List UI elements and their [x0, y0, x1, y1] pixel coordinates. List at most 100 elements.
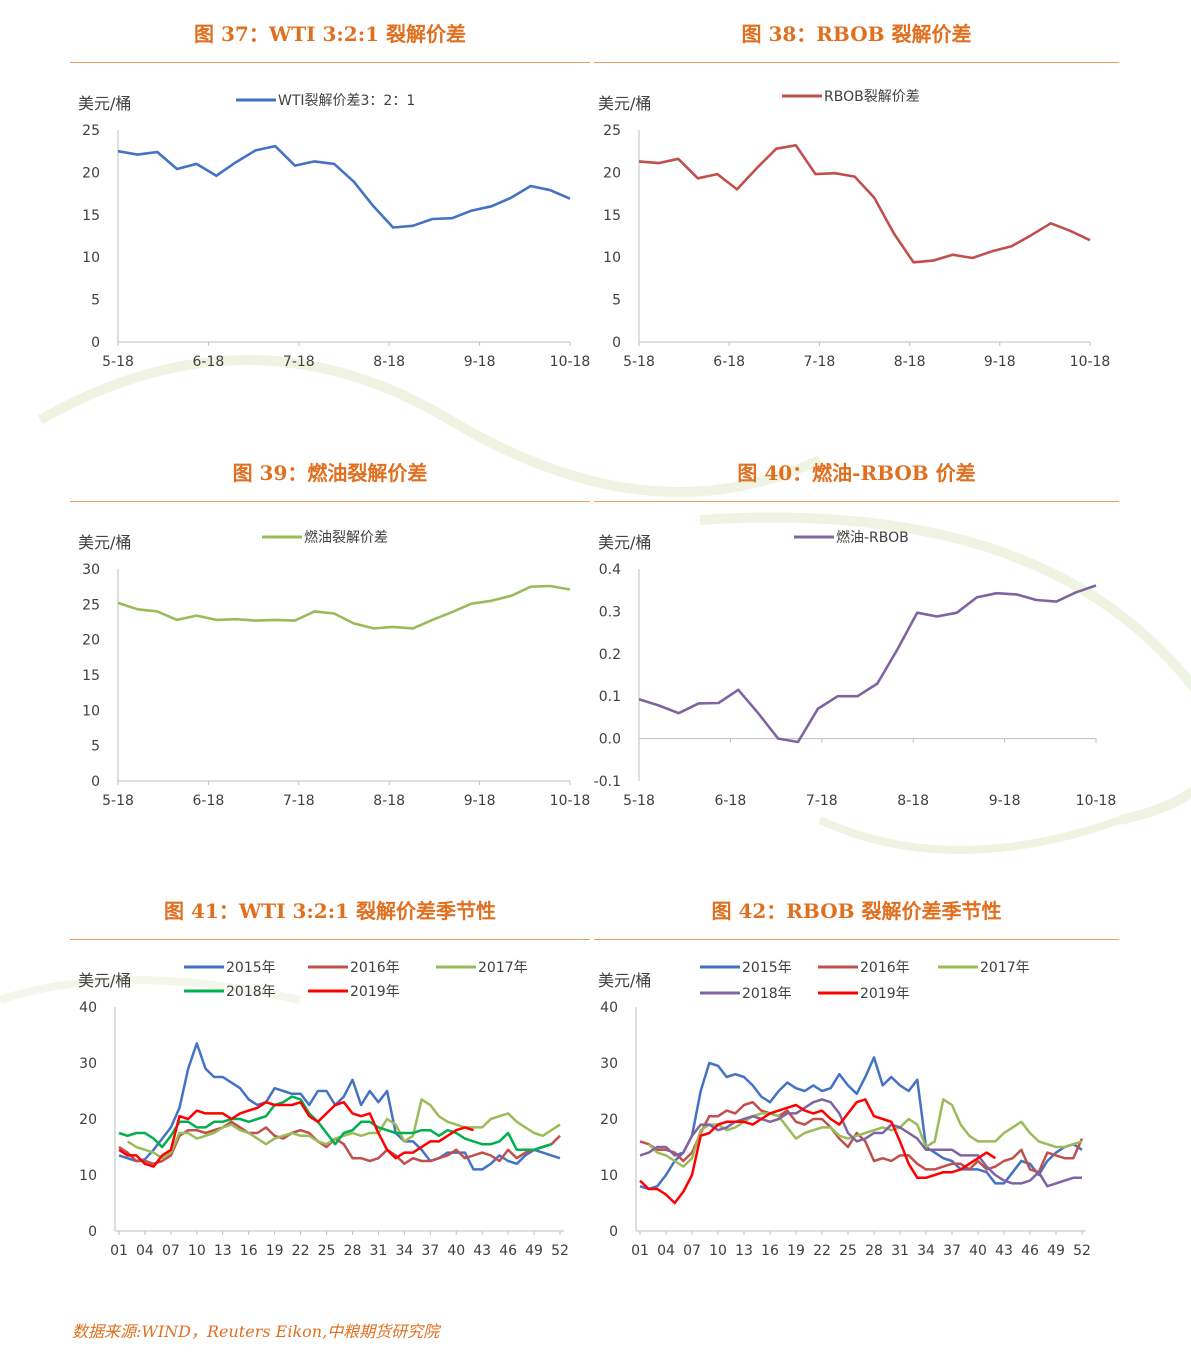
- series-line: [118, 1042, 561, 1171]
- legend-label: 2016年: [350, 960, 400, 976]
- chart-panel-37: 图 37：WTI 3:2:1 裂解价差 美元/桶 0 5 10 15 20 25 5-18 6…: [70, 18, 590, 398]
- chart-panel-39: 图 39：燃油裂解价差 美元/桶 0 5 10 15 20 25 30 5-18 6-18 7-1…: [70, 457, 590, 837]
- x-tick-label: 13: [214, 1243, 232, 1259]
- legend-label: 2016年: [860, 960, 910, 976]
- chart-panel-40: 图 40：燃油-RBOB 价差 美元/桶 -0.1 0.0 0.1 0.2 0.3 0.4…: [594, 457, 1119, 837]
- legend-label: 2019年: [860, 986, 910, 1002]
- line-chart: -0.1 0.0 0.1 0.2 0.3 0.4 5-18 6-18 7-18 8-18 9-18 1…: [594, 529, 1117, 809]
- y-tick-label: 5: [612, 293, 621, 309]
- y-tick-label: 25: [82, 597, 100, 613]
- x-tick-label: 9-18: [464, 354, 496, 370]
- series-line: [639, 1100, 1084, 1174]
- title-divider: [70, 501, 590, 502]
- line-chart: 0 5 10 15 20 25 30 5-18 6-18 7-18 8-18 9-18 10-18 燃油裂…: [82, 529, 590, 809]
- x-tick-label: 7-18: [804, 354, 836, 370]
- x-tick-label: 43: [473, 1243, 491, 1259]
- x-tick-label: 37: [943, 1243, 961, 1259]
- x-tick-label: 37: [421, 1243, 439, 1259]
- legend-label: 2015年: [226, 960, 276, 976]
- y-tick-label: 20: [600, 1112, 618, 1128]
- series-line: [117, 144, 571, 229]
- x-tick-label: 7-18: [283, 793, 315, 809]
- x-tick-label: 10-18: [550, 354, 590, 370]
- chart-title: 图 38：RBOB 裂解价差: [741, 22, 972, 46]
- x-tick-label: 7-18: [806, 793, 838, 809]
- y-tick-label: -0.1: [594, 774, 621, 790]
- series-line: [639, 1056, 1083, 1191]
- line-chart: 0 10 20 30 40 01 04 07 10 13 16 19 22 25 28 31 34 37 40 43 4…: [79, 960, 569, 1259]
- y-tick-label: 5: [91, 739, 100, 755]
- title-divider: [594, 62, 1119, 63]
- x-tick-label: 28: [865, 1243, 883, 1259]
- legend-label: 2018年: [742, 986, 792, 1002]
- x-tick-label: 10: [709, 1243, 727, 1259]
- x-tick-label: 07: [683, 1243, 701, 1259]
- x-tick-label: 40: [969, 1243, 987, 1259]
- y-unit-label: 美元/桶: [78, 533, 132, 552]
- y-tick-label: 40: [600, 1000, 618, 1016]
- y-tick-label: 0.1: [599, 689, 621, 705]
- x-tick-label: 8-18: [373, 354, 405, 370]
- x-tick-label: 5-18: [623, 354, 655, 370]
- y-tick-label: 15: [82, 668, 100, 684]
- x-tick-label: 16: [240, 1243, 258, 1259]
- series-line: [118, 1100, 474, 1168]
- legend-label: 燃油-RBOB: [836, 529, 909, 546]
- series-line: [638, 144, 1091, 264]
- x-tick-label: 52: [551, 1243, 569, 1259]
- x-tick-label: 16: [761, 1243, 779, 1259]
- legend-label: 2015年: [742, 960, 792, 976]
- x-tick-label: 8-18: [897, 793, 929, 809]
- series-line: [638, 584, 1097, 744]
- x-tick-label: 01: [110, 1243, 128, 1259]
- title-divider: [70, 939, 590, 940]
- x-tick-label: 28: [344, 1243, 362, 1259]
- x-tick-label: 07: [162, 1243, 180, 1259]
- y-tick-label: 0.3: [599, 604, 621, 620]
- x-tick-label: 8-18: [373, 793, 405, 809]
- x-tick-label: 34: [395, 1243, 413, 1259]
- title-divider: [594, 939, 1119, 940]
- y-tick-label: 30: [600, 1056, 618, 1072]
- x-tick-label: 5-18: [623, 793, 655, 809]
- x-tick-label: 52: [1073, 1243, 1091, 1259]
- x-tick-label: 34: [917, 1243, 935, 1259]
- y-tick-label: 15: [603, 208, 621, 224]
- y-tick-label: 0.0: [599, 732, 621, 748]
- x-tick-label: 01: [631, 1243, 649, 1259]
- x-tick-label: 19: [266, 1243, 284, 1259]
- y-tick-label: 20: [603, 165, 621, 181]
- y-tick-label: 10: [79, 1168, 97, 1184]
- y-tick-label: 25: [603, 123, 621, 139]
- series-line: [639, 1098, 996, 1205]
- y-tick-label: 30: [79, 1056, 97, 1072]
- legend-label: 燃油裂解价差: [304, 529, 388, 546]
- series-line: [118, 1120, 561, 1166]
- y-tick-label: 20: [82, 165, 100, 181]
- x-tick-label: 9-18: [464, 793, 496, 809]
- y-tick-label: 0: [88, 1224, 97, 1240]
- series-line: [117, 584, 571, 630]
- y-tick-label: 20: [82, 633, 100, 649]
- y-tick-label: 15: [82, 208, 100, 224]
- x-tick-label: 25: [839, 1243, 857, 1259]
- y-tick-label: 25: [82, 123, 100, 139]
- y-tick-label: 40: [79, 1000, 97, 1016]
- x-tick-label: 13: [735, 1243, 753, 1259]
- x-tick-label: 10-18: [1070, 354, 1111, 370]
- y-tick-label: 30: [82, 562, 100, 578]
- x-tick-label: 46: [1021, 1243, 1039, 1259]
- y-tick-label: 0.4: [599, 562, 621, 578]
- legend-label: WTI裂解价差3：2：1: [278, 93, 415, 109]
- x-tick-label: 49: [1047, 1243, 1065, 1259]
- x-tick-label: 6-18: [713, 354, 745, 370]
- x-tick-label: 43: [995, 1243, 1013, 1259]
- x-tick-label: 10-18: [1076, 793, 1117, 809]
- x-tick-label: 19: [787, 1243, 805, 1259]
- x-tick-label: 8-18: [894, 354, 926, 370]
- legend-label: 2018年: [226, 984, 276, 1000]
- y-tick-label: 5: [91, 293, 100, 309]
- line-chart: 0 5 10 15 20 25 5-18 6-18 7-18 8-18 9-18 10-18 RBOB裂…: [603, 89, 1111, 370]
- legend-label: 2017年: [980, 960, 1030, 976]
- chart-panel-42: 图 42：RBOB 裂解价差季节性 美元/桶 0 10 20 30 40 01 04 07 10…: [594, 895, 1119, 1275]
